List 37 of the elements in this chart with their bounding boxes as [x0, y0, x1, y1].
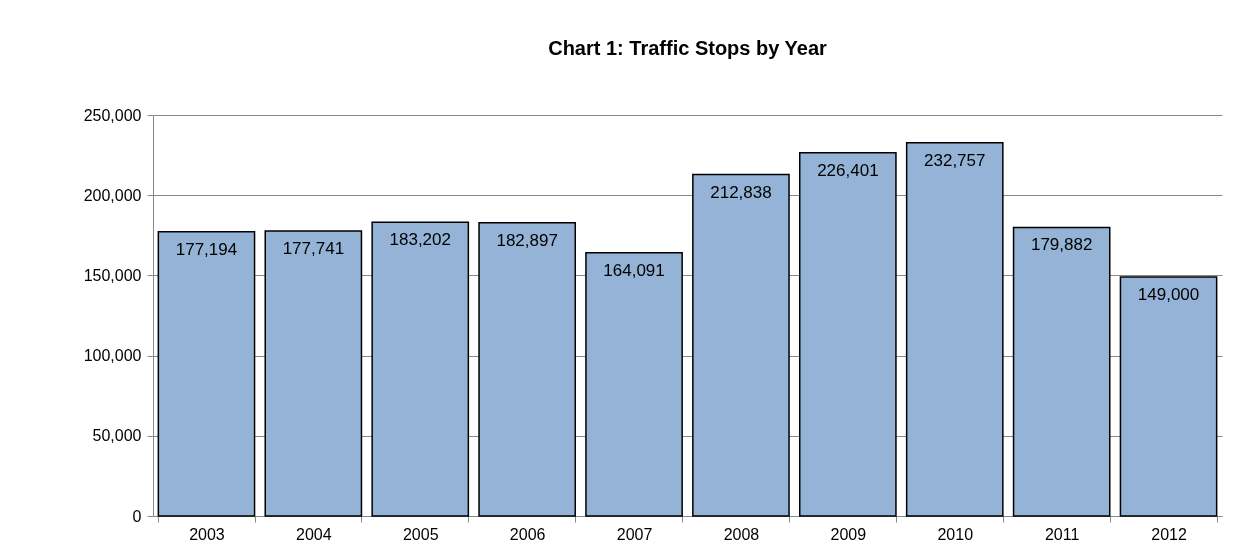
- data-label: 164,091: [603, 260, 665, 280]
- x-tick-label: 2007: [616, 525, 653, 543]
- x-tick-label: 2004: [296, 525, 332, 543]
- bar: [157, 231, 256, 517]
- x-tick-label: 2005: [402, 525, 439, 543]
- data-label: 212,838: [710, 182, 772, 202]
- bar: [799, 152, 897, 517]
- x-tick-label: 2003: [189, 525, 225, 543]
- x-tick-label: 2010: [937, 525, 974, 543]
- x-tick-label: 2006: [509, 525, 546, 543]
- y-tick-label: 150,000: [83, 266, 142, 284]
- data-label: 183,202: [389, 230, 451, 250]
- bar: [264, 230, 363, 517]
- data-label: 232,757: [924, 150, 986, 170]
- chart-title: Chart 1: Traffic Stops by Year: [548, 37, 828, 59]
- y-tick-label: 0: [132, 507, 142, 525]
- x-tick-label: 2008: [723, 525, 760, 543]
- data-label: 177,194: [175, 239, 238, 259]
- y-tick-label: 250,000: [83, 106, 142, 124]
- x-tick-label: 2011: [1044, 525, 1080, 543]
- y-tick-label: 200,000: [83, 186, 142, 204]
- bar: [585, 252, 683, 517]
- bar: [905, 141, 1004, 517]
- bar: [1012, 226, 1111, 517]
- y-tick-label: 50,000: [92, 427, 142, 445]
- y-tick-label: 100,000: [83, 347, 142, 365]
- data-label: 177,741: [282, 238, 345, 258]
- data-label: 226,401: [817, 160, 879, 180]
- data-label: 182,897: [496, 230, 558, 250]
- bar: [371, 221, 470, 517]
- data-label: 179,882: [1030, 235, 1093, 255]
- x-tick-label: 2012: [1151, 525, 1187, 543]
- bar: [478, 221, 577, 517]
- data-label: 149,000: [1137, 285, 1200, 304]
- bar: [692, 173, 790, 517]
- bar: [1119, 276, 1218, 517]
- x-tick-label: 2009: [830, 525, 867, 543]
